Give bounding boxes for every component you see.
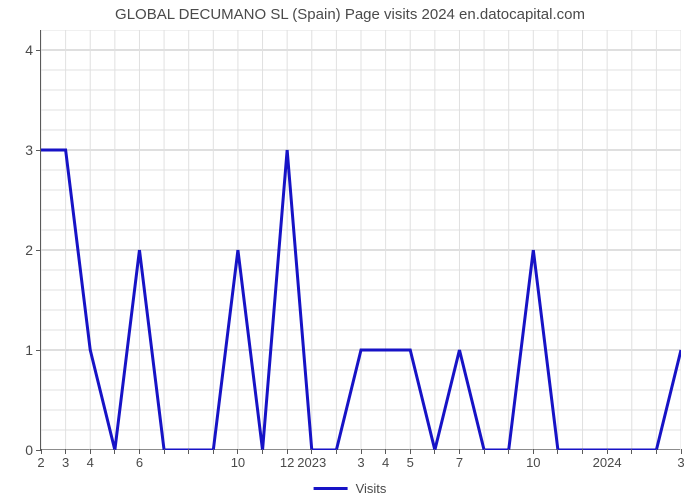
x-axis-label: 4	[382, 449, 389, 470]
x-axis-label: 2023	[297, 449, 326, 470]
x-tick	[114, 449, 115, 454]
x-tick	[508, 449, 509, 454]
legend-swatch	[314, 487, 348, 490]
x-tick	[434, 449, 435, 454]
legend-label: Visits	[356, 481, 387, 496]
x-tick	[164, 449, 165, 454]
x-axis-label: 3	[62, 449, 69, 470]
x-tick	[631, 449, 632, 454]
chart-title: GLOBAL DECUMANO SL (Spain) Page visits 2…	[0, 6, 700, 23]
x-axis-label: 12	[280, 449, 294, 470]
x-tick	[484, 449, 485, 454]
x-tick	[336, 449, 337, 454]
x-tick	[188, 449, 189, 454]
x-axis-label: 7	[456, 449, 463, 470]
x-tick	[262, 449, 263, 454]
x-tick	[557, 449, 558, 454]
x-tick	[213, 449, 214, 454]
x-axis-label: 6	[136, 449, 143, 470]
x-tick	[656, 449, 657, 454]
line-series	[41, 30, 681, 450]
x-axis-label: 2024	[593, 449, 622, 470]
x-axis-label: 3	[677, 449, 684, 470]
plot-area: 0123423461012202334571020243	[40, 30, 680, 450]
x-axis-label: 5	[407, 449, 414, 470]
y-axis-label: 4	[25, 42, 41, 58]
x-axis-label: 10	[526, 449, 540, 470]
y-axis-label: 2	[25, 242, 41, 258]
legend: Visits	[314, 481, 387, 496]
y-axis-label: 3	[25, 142, 41, 158]
x-axis-label: 2	[37, 449, 44, 470]
x-axis-label: 3	[357, 449, 364, 470]
y-axis-label: 1	[25, 342, 41, 358]
x-axis-label: 10	[231, 449, 245, 470]
chart-container: GLOBAL DECUMANO SL (Spain) Page visits 2…	[0, 0, 700, 500]
x-axis-label: 4	[87, 449, 94, 470]
x-tick	[582, 449, 583, 454]
